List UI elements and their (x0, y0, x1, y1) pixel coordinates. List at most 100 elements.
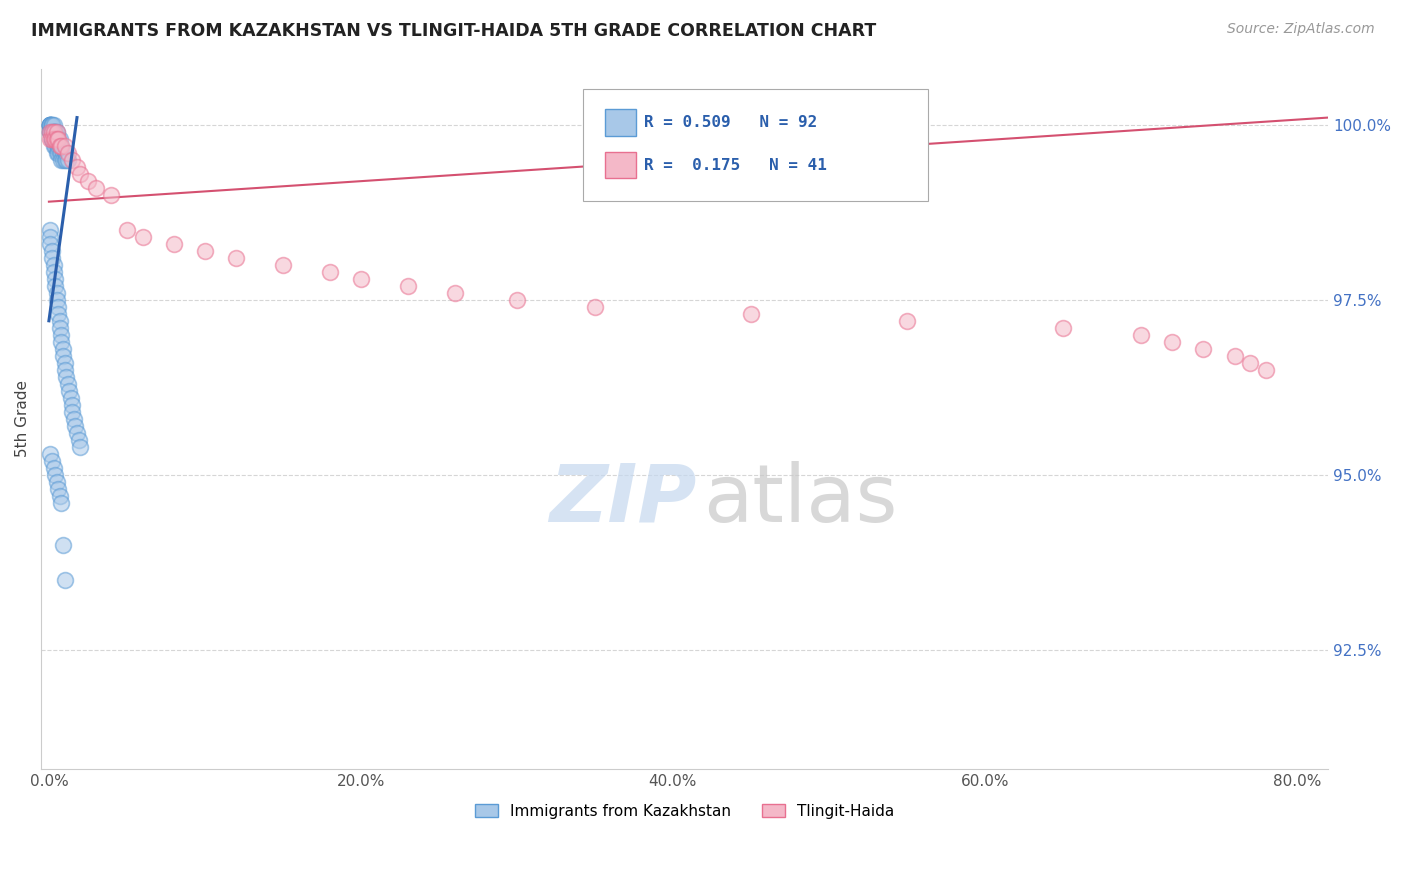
Point (56, 153, 79, 167)
Point (55, 369, 77, 384)
Point (39, 118, 62, 132)
Point (52, 342, 75, 356)
Point (58, 384, 80, 398)
Point (44, 125, 66, 139)
Point (44, 125, 66, 139)
Point (56, 145, 79, 160)
Point (1254, 363, 1277, 377)
Point (52, 349, 75, 363)
Text: atlas: atlas (703, 460, 897, 539)
Point (131, 229, 153, 244)
Point (39, 229, 62, 244)
Point (39, 125, 62, 139)
Point (1239, 356, 1261, 370)
Point (39, 131, 62, 145)
Point (41, 131, 63, 145)
Legend: Immigrants from Kazakhstan, Tlingit-Haida: Immigrants from Kazakhstan, Tlingit-Haid… (470, 797, 900, 825)
Point (45, 293, 67, 307)
Point (46, 138, 69, 153)
Point (46, 482, 69, 496)
Point (896, 314, 918, 328)
Point (45, 125, 67, 139)
Point (77, 174, 100, 188)
Point (1052, 320, 1074, 334)
Point (583, 300, 606, 314)
Point (41, 131, 63, 145)
Point (271, 258, 294, 272)
Point (53, 573, 76, 587)
Point (60, 405, 83, 419)
Point (1129, 327, 1152, 342)
Point (42, 131, 65, 145)
Point (194, 244, 217, 258)
Point (52, 145, 75, 160)
Text: Source: ZipAtlas.com: Source: ZipAtlas.com (1227, 22, 1375, 37)
Point (39, 125, 62, 139)
Point (506, 293, 529, 307)
Point (42, 131, 65, 145)
Point (45, 131, 67, 145)
Point (443, 285, 465, 300)
Point (51, 138, 73, 153)
Y-axis label: 5th Grade: 5th Grade (15, 380, 30, 458)
Point (49, 138, 72, 153)
Point (49, 314, 72, 328)
Point (319, 265, 342, 279)
Point (51, 496, 73, 510)
Point (39, 118, 62, 132)
Point (60, 153, 83, 167)
Point (51, 145, 73, 160)
Point (39, 236, 62, 251)
Point (41, 244, 63, 258)
Point (41, 118, 63, 132)
Point (56, 376, 79, 391)
Point (55, 153, 77, 167)
Point (740, 307, 762, 321)
Point (63, 412, 86, 426)
Point (67, 433, 90, 447)
Point (42, 125, 65, 139)
Point (51, 327, 73, 342)
Point (39, 447, 62, 461)
Point (39, 223, 62, 237)
Point (225, 251, 247, 265)
Point (41, 125, 63, 139)
Point (42, 138, 65, 153)
Point (46, 145, 69, 160)
Point (41, 125, 63, 139)
Point (39, 118, 62, 132)
Point (42, 131, 65, 145)
Point (45, 125, 67, 139)
Point (39, 118, 62, 132)
Point (60, 398, 83, 412)
Point (41, 118, 63, 132)
Point (44, 467, 66, 482)
Point (49, 489, 72, 503)
Point (39, 118, 62, 132)
Point (42, 125, 65, 139)
Point (350, 272, 373, 286)
Point (69, 167, 91, 181)
Text: IMMIGRANTS FROM KAZAKHSTAN VS TLINGIT-HAIDA 5TH GRADE CORRELATION CHART: IMMIGRANTS FROM KAZAKHSTAN VS TLINGIT-HA… (31, 22, 876, 40)
Point (55, 145, 77, 160)
Point (100, 187, 122, 202)
Point (44, 131, 66, 145)
Point (41, 131, 63, 145)
Point (52, 153, 75, 167)
Point (41, 118, 63, 132)
Point (53, 356, 76, 370)
Point (115, 223, 138, 237)
Point (42, 265, 65, 279)
Point (45, 145, 67, 160)
Point (46, 131, 69, 145)
Point (51, 153, 73, 167)
Point (44, 272, 66, 286)
Point (41, 125, 63, 139)
Text: ZIP: ZIP (548, 460, 696, 539)
Point (42, 461, 65, 475)
Point (41, 454, 63, 468)
Point (41, 131, 63, 145)
Point (1223, 349, 1246, 363)
Point (45, 285, 67, 300)
Point (53, 153, 76, 167)
